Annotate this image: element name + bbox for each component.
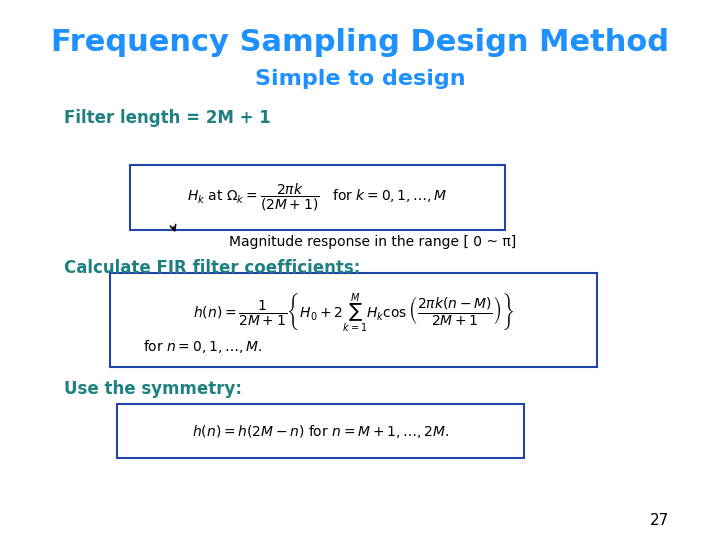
Text: Filter length = 2M + 1: Filter length = 2M + 1 <box>64 109 271 127</box>
FancyBboxPatch shape <box>117 404 524 458</box>
FancyBboxPatch shape <box>110 273 597 367</box>
Text: 27: 27 <box>649 513 669 528</box>
Text: Calculate FIR filter coefficients:: Calculate FIR filter coefficients: <box>64 259 361 277</box>
Text: Use the symmetry:: Use the symmetry: <box>64 380 242 398</box>
Text: $h(n) = h(2M - n)$ for $n = M+1, \ldots, 2M.$: $h(n) = h(2M - n)$ for $n = M+1, \ldots,… <box>192 423 449 440</box>
Text: Magnitude response in the range [ 0 ~ π]: Magnitude response in the range [ 0 ~ π] <box>228 235 516 249</box>
Text: $H_k$ at $\Omega_k = \dfrac{2\pi k}{(2M+1)}$   for $k = 0, 1, \ldots, M$: $H_k$ at $\Omega_k = \dfrac{2\pi k}{(2M+… <box>187 182 448 213</box>
FancyBboxPatch shape <box>130 165 505 230</box>
Text: Frequency Sampling Design Method: Frequency Sampling Design Method <box>51 28 669 57</box>
Text: $h(n) = \dfrac{1}{2M+1}\left\{ H_0 + 2\sum_{k=1}^{M} H_k \cos\left(\dfrac{2\pi k: $h(n) = \dfrac{1}{2M+1}\left\{ H_0 + 2\s… <box>193 291 514 335</box>
Text: for $n = 0, 1, \ldots, M.$: for $n = 0, 1, \ldots, M.$ <box>143 338 262 355</box>
Text: Simple to design: Simple to design <box>255 69 465 89</box>
